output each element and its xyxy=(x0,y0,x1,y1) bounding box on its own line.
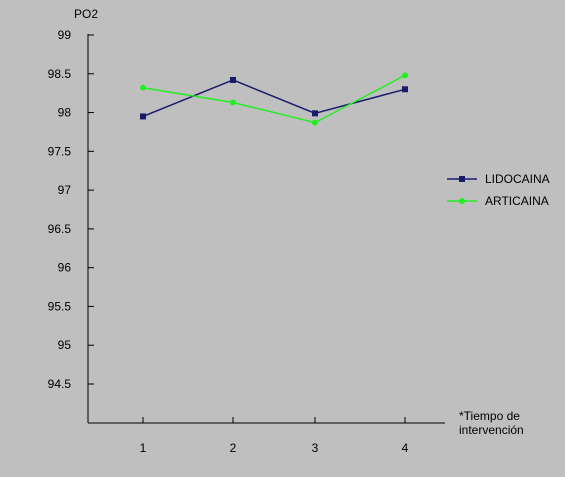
y-tick-label: 95 xyxy=(58,338,72,352)
y-tick-label: 97.5 xyxy=(48,144,72,158)
y-tick-label: 99 xyxy=(58,28,72,42)
y-tick-label: 94.5 xyxy=(48,377,72,391)
y-tick-label: 96 xyxy=(58,261,72,275)
legend-label-articaina: ARTICAINA xyxy=(485,194,549,208)
x-axis-title-line-1: *Tiempo de xyxy=(459,409,520,423)
data-point-lidocaina xyxy=(312,110,318,117)
x-tick-label: 4 xyxy=(402,441,409,455)
data-point-articaina xyxy=(312,119,318,126)
legend-marker-articaina xyxy=(459,198,465,204)
data-point-articaina xyxy=(230,99,236,106)
data-point-lidocaina xyxy=(230,76,236,83)
x-tick-label: 2 xyxy=(230,441,237,455)
legend-marker-lidocaina xyxy=(459,176,465,182)
data-point-articaina xyxy=(140,84,146,91)
series-line-articaina xyxy=(142,74,406,124)
x-axis-title: *Tiempo de intervención xyxy=(459,409,524,437)
legend: LIDOCAINA ARTICAINA xyxy=(447,172,550,208)
y-tick-label: 98.5 xyxy=(48,67,72,81)
series-layer xyxy=(140,72,408,126)
data-point-articaina xyxy=(402,72,408,79)
y-tick-label: 96.5 xyxy=(48,222,72,236)
x-tick-label: 3 xyxy=(312,441,319,455)
y-ticks: 94.5 95 95.5 96 96.5 97 97.5 98 98.5 99 xyxy=(48,28,94,391)
x-tick-label: 1 xyxy=(140,441,147,455)
y-tick-label: 97 xyxy=(58,183,72,197)
x-ticks: 1 2 3 4 xyxy=(140,417,409,455)
y-tick-label: 95.5 xyxy=(48,299,72,313)
y-axis-title: PO2 xyxy=(74,7,98,21)
y-tick-label: 98 xyxy=(58,106,72,120)
data-point-lidocaina xyxy=(402,86,408,93)
legend-label-lidocaina: LIDOCAINA xyxy=(485,172,550,186)
data-point-lidocaina xyxy=(140,113,146,120)
x-axis-title-line-2: intervención xyxy=(459,423,524,437)
series-line-lidocaina xyxy=(142,79,406,118)
